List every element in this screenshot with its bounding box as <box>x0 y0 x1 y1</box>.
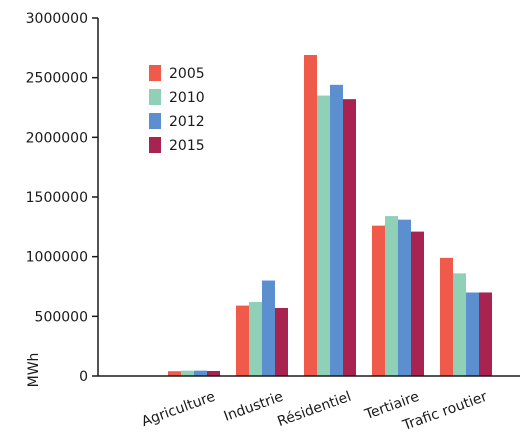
y-tick-label: 3000000 <box>26 11 88 27</box>
y-tick-label: 0 <box>79 369 88 385</box>
y-tick-label: 2000000 <box>26 130 88 146</box>
legend-swatch-2015 <box>149 137 161 153</box>
bar-2015 <box>207 370 220 376</box>
bar-2005 <box>168 371 181 376</box>
legend-label-2015: 2015 <box>169 138 205 154</box>
bar-2015 <box>479 292 492 376</box>
bar-2012 <box>330 84 343 377</box>
bar-2010 <box>317 95 330 377</box>
bar-2012 <box>466 292 479 376</box>
bar-2005 <box>440 257 453 376</box>
bar-2015 <box>343 99 356 376</box>
bar-2012 <box>398 219 411 376</box>
y-tick-label: 500000 <box>35 309 88 325</box>
legend: 2005 2010 2012 2015 <box>149 65 205 154</box>
y-tick-label: 2500000 <box>26 71 88 87</box>
y-tick-label: 1000000 <box>26 250 88 266</box>
bar-2005 <box>236 305 249 376</box>
bar-2015 <box>275 307 288 376</box>
bar-2005 <box>304 54 317 376</box>
y-axis-label: MWh <box>26 353 42 388</box>
x-tick-label: Résidentiel <box>275 389 353 430</box>
legend-label-2012: 2012 <box>169 114 205 130</box>
bar-2015 <box>411 231 424 376</box>
bar-2012 <box>194 370 207 376</box>
y-tick-label: 1500000 <box>26 190 88 206</box>
legend-swatch-2010 <box>149 89 161 105</box>
legend-label-2005: 2005 <box>169 66 205 82</box>
bar-2010 <box>249 302 262 376</box>
bar-2012 <box>262 280 275 376</box>
bar-2010 <box>453 273 466 376</box>
bar-2010 <box>181 370 194 376</box>
bars <box>168 54 492 377</box>
legend-swatch-2005 <box>149 65 161 81</box>
x-tick-label: Agriculture <box>140 389 218 430</box>
bar-2010 <box>385 216 398 376</box>
x-tick-label: Industrie <box>222 389 286 425</box>
bar-2005 <box>372 225 385 376</box>
legend-label-2010: 2010 <box>169 90 205 106</box>
y-axis: 0 500000 1000000 1500000 2000000 2500000 30000… <box>26 11 99 385</box>
legend-swatch-2012 <box>149 113 161 129</box>
